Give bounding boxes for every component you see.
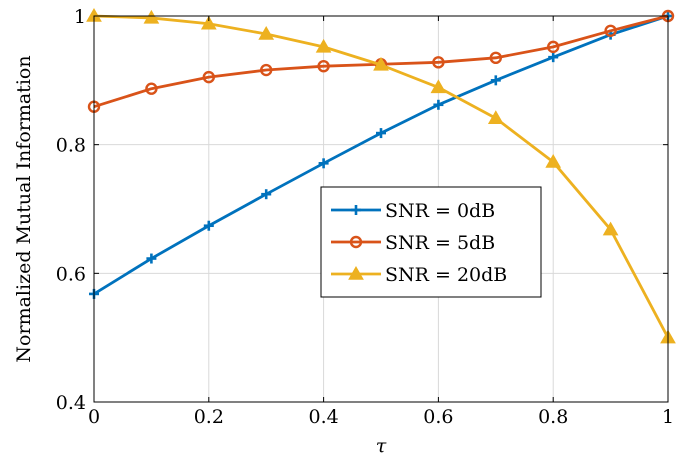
data-point — [489, 51, 502, 65]
data-point — [145, 82, 158, 95]
data-point — [430, 79, 447, 94]
data-point — [547, 40, 560, 54]
data-point — [146, 253, 157, 264]
data-point — [604, 24, 617, 37]
legend-marker — [348, 265, 364, 280]
y-tick-label: 0.6 — [56, 263, 86, 285]
data-point — [315, 38, 332, 53]
data-point — [432, 56, 445, 69]
legend-label: SNR = 5dB — [385, 232, 495, 254]
data-point — [318, 158, 329, 169]
data-point — [143, 9, 160, 24]
x-tick-label: 1 — [662, 406, 674, 428]
x-tick-label: 0.6 — [423, 406, 453, 428]
y-axis-label: Normalized Mutual Information — [13, 55, 35, 362]
y-tick-label: 0.4 — [56, 392, 86, 414]
data-point — [602, 221, 619, 236]
legend-label: SNR = 20dB — [385, 264, 507, 286]
data-point — [487, 110, 504, 125]
data-point — [203, 220, 214, 231]
data-point — [490, 75, 501, 86]
legend-marker — [349, 235, 363, 249]
data-point — [261, 189, 272, 200]
x-tick-label: 0.8 — [538, 406, 568, 428]
series-3 — [86, 7, 676, 344]
data-point — [545, 154, 562, 168]
x-tick-label: 0.2 — [194, 406, 224, 428]
legend-item: SNR = 5dB — [331, 232, 495, 254]
x-axis-label: τ — [376, 435, 387, 457]
axis-ticks: 0 0.2 0.4 0.6 0.8 1 0.4 0.6 0.8 1 — [56, 6, 674, 428]
legend-item: SNR = 20dB — [331, 264, 507, 286]
plot-frame — [93, 15, 669, 403]
legend: SNR = 0dB SNR = 5dB SNR = 20dB — [320, 186, 542, 298]
legend-label: SNR = 0dB — [385, 200, 495, 222]
x-tick-label: 0.4 — [308, 406, 338, 428]
y-tick-label: 0.8 — [56, 135, 86, 157]
legend-marker — [351, 205, 361, 215]
legend-item: SNR = 0dB — [331, 200, 495, 222]
data-point — [373, 56, 389, 71]
data-point — [548, 52, 559, 63]
data-point — [200, 15, 217, 30]
data-point — [433, 99, 444, 110]
data-point — [258, 26, 275, 40]
data-point — [376, 128, 386, 139]
x-tick-label: 0 — [88, 406, 100, 428]
data-point — [260, 63, 273, 77]
data-point — [202, 70, 216, 84]
y-tick-label: 1 — [74, 6, 86, 28]
data-point — [317, 59, 330, 73]
